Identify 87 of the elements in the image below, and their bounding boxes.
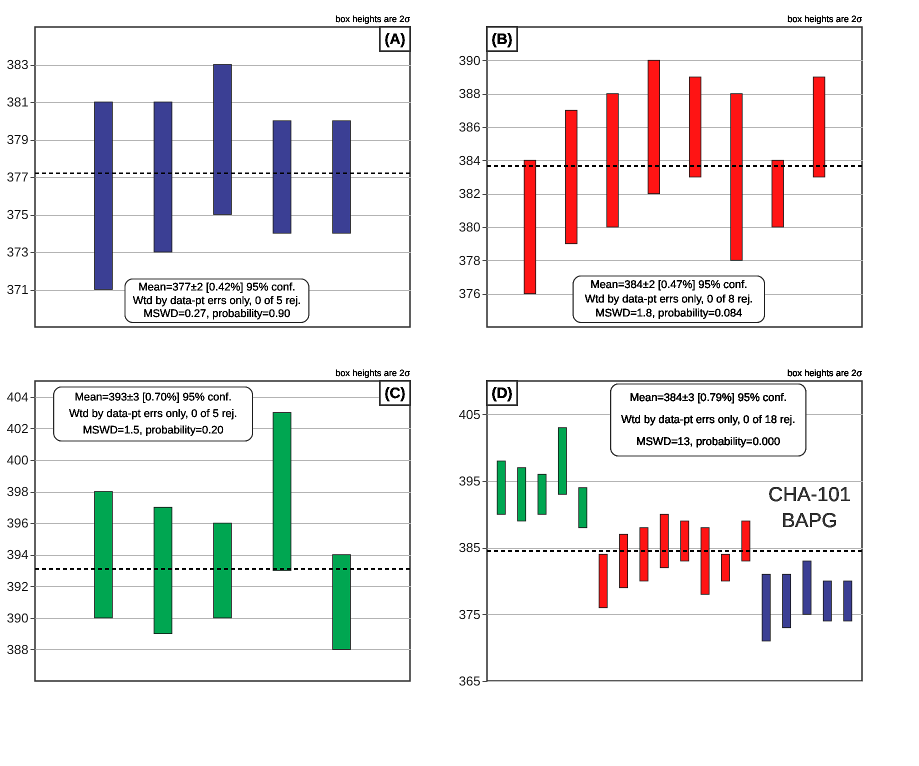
bar — [660, 514, 669, 568]
bar — [213, 64, 232, 215]
annotation: (C) — [384, 385, 406, 402]
bar — [688, 76, 702, 178]
annotation: MSWD=0.27, probability=0.90 — [144, 308, 290, 320]
bar — [812, 76, 826, 178]
bar — [524, 160, 536, 294]
bar — [639, 527, 648, 582]
y-tick-label: 392 — [6, 578, 28, 594]
bar — [538, 474, 547, 515]
y-tick-label: 375 — [458, 606, 480, 622]
annotation: Mean=377±2 [0.42%] 95% conf. — [138, 282, 296, 294]
bar — [272, 412, 292, 571]
y-tick-label: 395 — [458, 474, 480, 488]
y-tick-label: 380 — [458, 220, 480, 234]
annotation: Wtd by data-pt errs only, 0 of 18 rej. — [621, 414, 796, 426]
bar — [578, 487, 588, 528]
y-tick-label: 379 — [6, 132, 28, 147]
y-tick-label: 378 — [458, 252, 480, 268]
y-tick-label: 381 — [6, 94, 28, 110]
annotation: Wtd by data-pt errs only, 0 of 5 rej. — [69, 408, 238, 420]
bar — [332, 120, 351, 234]
bar — [272, 120, 292, 234]
bar — [730, 93, 743, 261]
bar — [565, 110, 578, 244]
y-tick-label: 376 — [458, 286, 480, 302]
text: box heights are 2σ — [335, 14, 410, 24]
bar — [680, 520, 690, 562]
y-tick-label: 388 — [458, 86, 480, 102]
bar — [762, 574, 771, 642]
bar — [94, 102, 113, 290]
bar — [741, 520, 750, 562]
y-tick-label: 383 — [6, 57, 28, 72]
bar — [517, 467, 526, 522]
bar — [772, 160, 784, 228]
annotation: Mean=393±3 [0.70%] 95% conf. — [74, 392, 232, 404]
annotation: (D) — [492, 385, 512, 402]
y-tick-label: 384 — [458, 152, 480, 168]
y-tick-label: 405 — [458, 406, 480, 422]
bar — [648, 60, 660, 194]
bar — [332, 554, 351, 650]
annotation: Mean=384±2 [0.47%] 95% conf. — [590, 279, 748, 292]
bar — [94, 491, 113, 618]
bar — [782, 574, 792, 628]
bar — [213, 522, 232, 618]
text: box heights are 2σ — [335, 368, 410, 378]
annotation: (B) — [492, 31, 512, 48]
annotation: MSWD=1.8, probability=0.084 — [596, 307, 742, 320]
bar — [154, 506, 172, 634]
bar — [802, 560, 812, 615]
y-tick-label: 390 — [458, 52, 480, 68]
annotation: CHA-101 — [768, 484, 851, 506]
y-tick-label: 382 — [458, 186, 480, 202]
y-tick-label: 402 — [6, 420, 28, 436]
annotation: (A) — [384, 31, 406, 48]
annotation: BAPG — [782, 510, 838, 532]
y-tick-label: 396 — [6, 516, 28, 531]
y-tick-label: 373 — [6, 244, 28, 260]
y-tick-label: 377 — [6, 170, 28, 184]
text: box heights are 2σ — [787, 368, 862, 378]
y-tick-label: 365 — [458, 674, 480, 688]
bar — [700, 527, 710, 595]
bar — [822, 580, 832, 622]
bar — [843, 580, 852, 622]
y-tick-label: 385 — [458, 540, 480, 556]
y-tick-label: 398 — [6, 484, 28, 500]
annotation: Wtd by data-pt errs only, 0 of 5 rej. — [132, 294, 301, 307]
y-tick-label: 388 — [6, 642, 28, 657]
text: box heights are 2σ — [787, 14, 862, 24]
bar — [558, 427, 567, 495]
annotation: Wtd by data-pt errs only, 0 of 8 rej. — [584, 293, 753, 306]
bar — [496, 460, 506, 515]
y-tick-label: 375 — [6, 207, 28, 222]
y-tick-label: 400 — [6, 452, 28, 468]
y-tick-label: 394 — [6, 547, 28, 562]
annotation: MSWD=1.5, probability=0.20 — [82, 424, 224, 436]
annotation: Mean=384±3 [0.79%] 95% conf. — [630, 392, 787, 404]
bar — [720, 554, 730, 582]
y-tick-label: 386 — [458, 120, 480, 134]
y-tick-label: 390 — [6, 610, 28, 626]
bar — [154, 102, 172, 252]
bar — [606, 93, 619, 228]
annotation: MSWD=13, probability=0.000 — [636, 436, 780, 448]
bar — [619, 534, 628, 588]
y-tick-label: 371 — [6, 282, 28, 297]
bar — [598, 554, 608, 608]
y-tick-label: 404 — [6, 389, 28, 404]
